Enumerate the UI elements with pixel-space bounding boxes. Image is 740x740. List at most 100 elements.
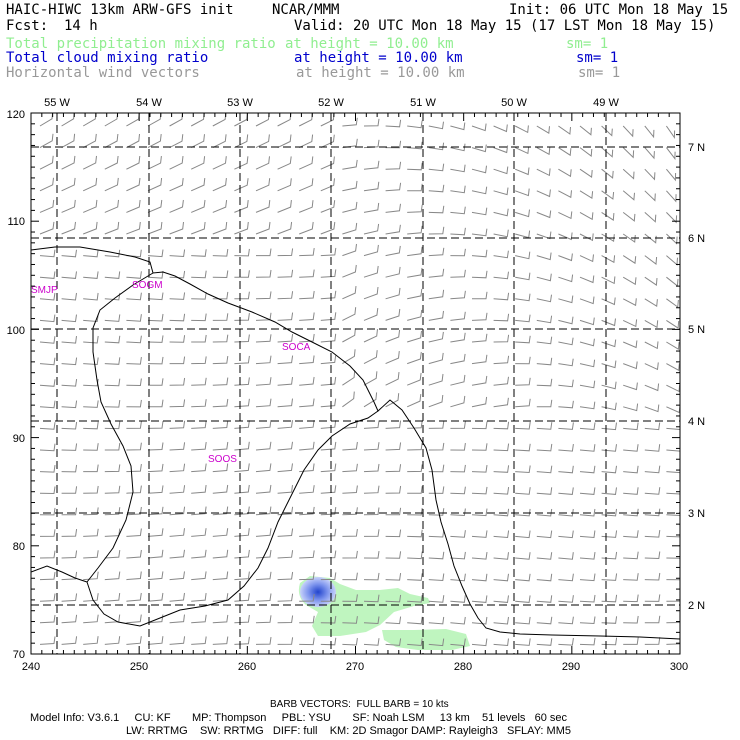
wind-barb (579, 317, 595, 326)
wind-barb (644, 276, 658, 286)
wind-barb (514, 125, 529, 134)
wind-barb (536, 616, 553, 625)
wind-barb (493, 508, 510, 517)
wind-barb (579, 338, 595, 347)
wind-barb (428, 352, 444, 365)
wind-barb (39, 550, 56, 559)
wind-barb (320, 485, 337, 494)
wind-barbs (39, 113, 680, 647)
wind-barb (493, 124, 508, 133)
lon-label-54w: 54 W (136, 97, 162, 109)
wind-barb (320, 221, 336, 235)
wind-barb (601, 147, 614, 158)
wind-barb (622, 319, 638, 328)
wind-barb (515, 508, 531, 517)
wind-barb (169, 249, 186, 258)
wind-barb (126, 357, 142, 365)
wind-barb (255, 269, 272, 278)
wind-barb (407, 183, 423, 192)
wind-barb (39, 572, 56, 581)
wind-barb (320, 507, 337, 516)
wind-barb (320, 134, 335, 149)
wind-barb (623, 530, 639, 538)
wind-barb (320, 420, 337, 429)
site-label-smjp: SMJP (31, 285, 58, 296)
wind-barb (342, 441, 358, 451)
wind-barb (407, 638, 423, 647)
wind-barb (407, 486, 423, 494)
wind-barb (126, 378, 142, 387)
wind-barb (363, 181, 380, 192)
x-tick-300: 300 (670, 661, 688, 673)
wind-barb (363, 485, 380, 494)
wind-barb (147, 506, 164, 516)
wind-barb (493, 616, 509, 625)
wind-barb (644, 298, 658, 308)
wind-barb (601, 297, 616, 306)
wind-barb (342, 222, 358, 235)
wind-barb (471, 486, 488, 495)
wind-barb (39, 614, 56, 624)
wind-barb (536, 294, 552, 303)
wind-barb (320, 528, 337, 537)
wind-barb (493, 187, 509, 196)
wind-barb (385, 393, 400, 408)
wind-barb (536, 357, 553, 366)
wind-barb (558, 530, 574, 539)
wind-barb (558, 147, 572, 157)
plot-frame (30, 112, 681, 655)
wind-barb (536, 530, 553, 539)
wind-barb (666, 276, 679, 287)
wind-barb (644, 125, 655, 139)
wind-barb (39, 357, 56, 366)
wind-barb (83, 400, 99, 408)
wind-barb (234, 463, 250, 473)
wind-barb (428, 184, 445, 193)
wind-barb (83, 550, 99, 559)
wind-barb (536, 273, 552, 282)
wind-barb (579, 275, 595, 284)
wind-barb (255, 221, 271, 235)
wind-barb (147, 156, 162, 170)
wind-barb (83, 357, 99, 366)
wind-barb (515, 530, 531, 539)
wind-barb (255, 377, 272, 386)
wind-barb (385, 464, 402, 473)
wind-barb (558, 444, 574, 452)
wind-barb (493, 355, 510, 365)
wind-barb (277, 528, 294, 537)
wind-barb (83, 571, 99, 581)
wind-barb (320, 594, 337, 602)
wind-barb (666, 405, 680, 414)
wind-barb (342, 391, 355, 408)
wind-barb (666, 168, 677, 182)
wind-barb (363, 638, 380, 646)
frame-ticks (30, 112, 681, 655)
wind-barb (536, 465, 553, 474)
wind-barb (169, 442, 186, 451)
wind-barb (169, 156, 184, 170)
wind-barb (601, 211, 615, 221)
wind-barb (212, 221, 228, 235)
wind-barb (579, 211, 594, 221)
wind-barb (61, 421, 78, 430)
wind-barb (558, 253, 573, 262)
wind-barb (299, 593, 315, 602)
wind-barb (450, 206, 466, 215)
wind-barb (255, 420, 272, 429)
wind-barb (191, 199, 206, 213)
wind-barb (493, 166, 509, 175)
model-info-line-2: LW: RRTMG SW: RRTMG DIFF: full KM: 2D Sm… (126, 725, 571, 737)
coastline-borders (31, 246, 680, 640)
wind-barb (342, 180, 358, 192)
wind-barb (644, 444, 661, 452)
wind-barb (363, 308, 379, 321)
wind-barb (147, 571, 164, 581)
wind-barb (536, 508, 553, 517)
wind-barb (515, 595, 531, 603)
y-tick-110: 110 (7, 216, 25, 228)
wind-barb (61, 314, 77, 323)
wind-barb (342, 286, 357, 300)
wind-barb (234, 528, 250, 537)
forecast-hour: 14 h (64, 18, 98, 34)
